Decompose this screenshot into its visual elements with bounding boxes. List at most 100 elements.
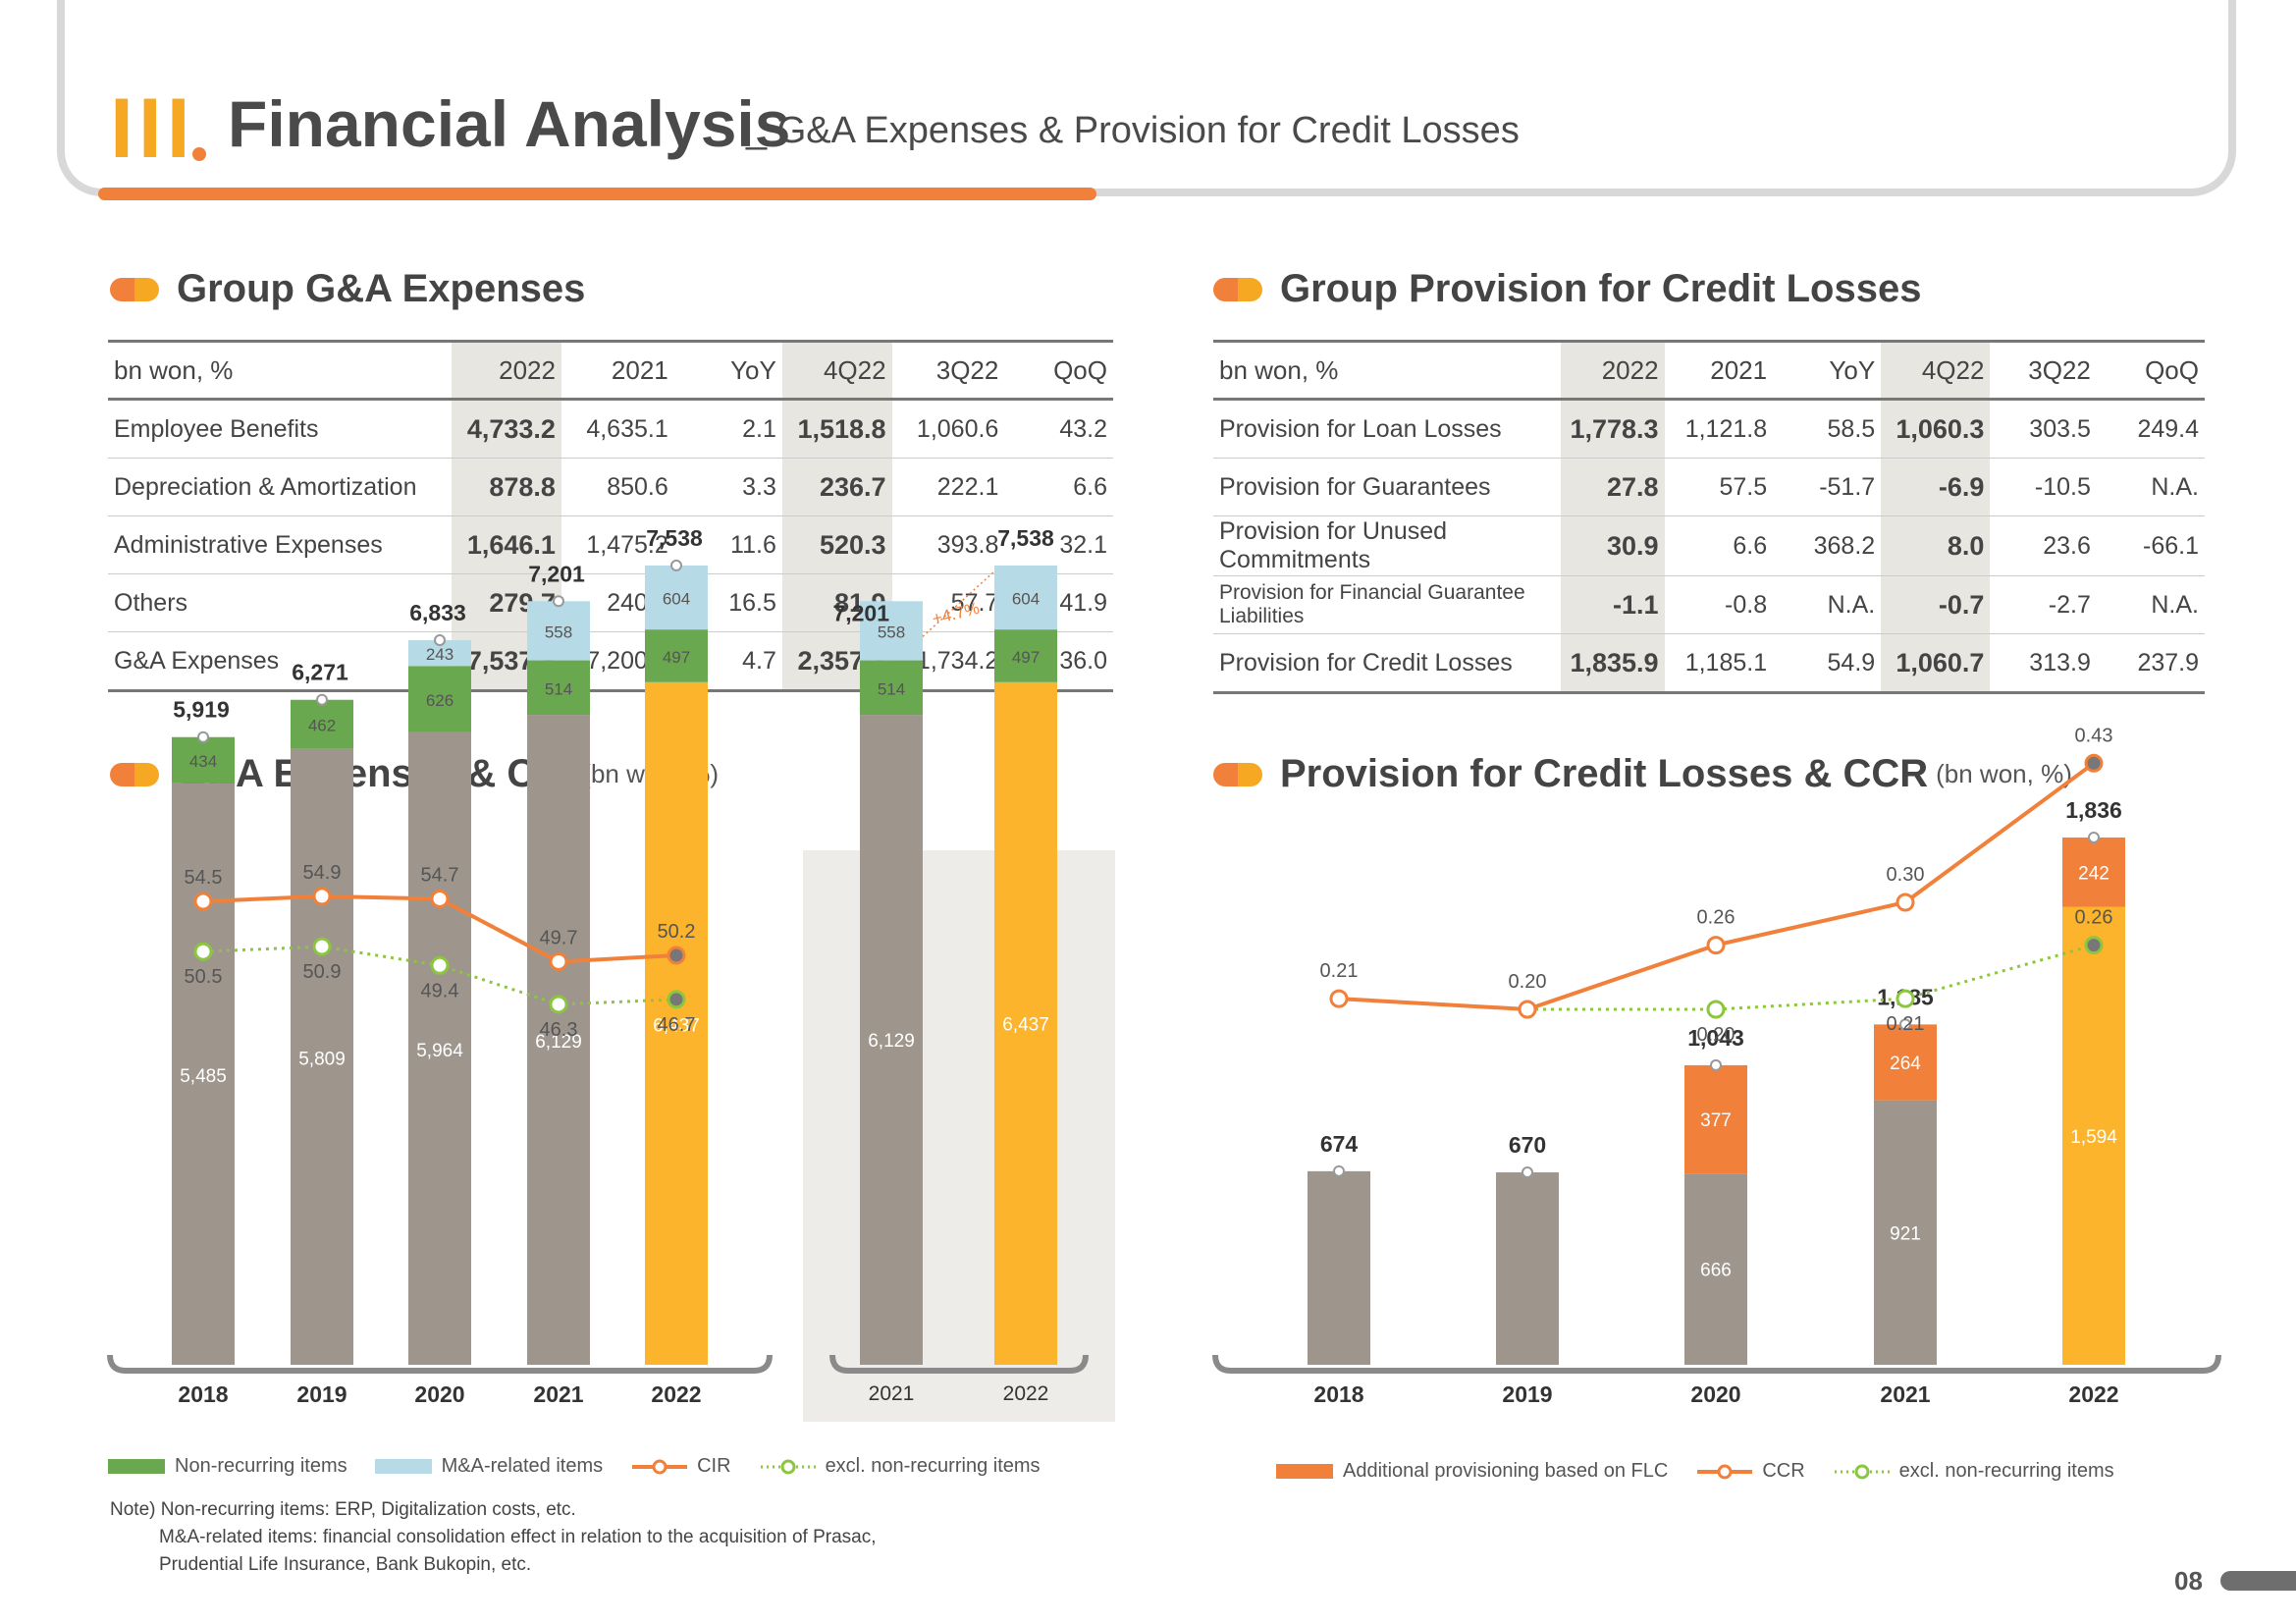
legend-excl: excl. non-recurring items [759,1455,1041,1478]
bar-segment [408,731,471,1365]
prov-chart-heading: Provision for Credit Losses & CCR (bn wo… [1213,752,2072,796]
column-header: QoQ [1004,340,1113,401]
bar-value-label: 604 [1012,590,1040,609]
table-cell: 249.4 [2096,399,2205,459]
table-cell: 54.9 [1773,633,1882,694]
legend-swatch [374,1459,432,1474]
table-cell: 58.5 [1773,399,1882,459]
bar-segment [408,666,471,732]
bar-value-label: 6,437 [1002,1014,1049,1035]
excl-point [430,955,450,975]
bullet-icon [110,762,159,786]
column-header: QoQ [2096,340,2205,401]
table-row: Provision for Unused Commitments 30.9 6.6 3… [1213,515,2205,576]
column-header: 3Q22 [891,340,1005,401]
column-header: YoY [673,340,782,401]
footnote-line: Prudential Life Insurance, Bank Bukopin,… [159,1554,532,1575]
table-cell: 393.8 [891,515,1005,574]
legend-label: Additional provisioning based on FLC [1343,1460,1669,1482]
table-cell: -0.8 [1664,575,1774,634]
axis-baseline [829,1354,1089,1374]
bar-value-label: 242 [2078,863,2109,884]
ccr-point [1896,893,1915,912]
bar-total-label: 1,836 [2065,797,2122,823]
bar-value-label: 558 [878,623,905,641]
legend-label: CIR [697,1455,731,1477]
table-cell: 222.1 [891,458,1005,516]
table-cell: -66.1 [2096,515,2205,576]
bullet-icon [1213,762,1262,786]
bar-segment [1684,1173,1747,1365]
bar-segment [645,681,708,1365]
x-tick-label: 2020 [414,1381,464,1407]
bar-segment [994,629,1057,682]
legend-swatch [1276,1464,1333,1479]
table-cell: 6.6 [1004,458,1113,516]
row-label: Employee Benefits [108,399,453,459]
cir-point [193,892,213,911]
table-row: Provision for Loan Losses 1,778.3 1,121.8 5… [1213,399,2205,459]
bar-segment [172,783,235,1365]
page-title: Financial Analysis [228,87,791,160]
table-cell: 11.6 [673,515,782,574]
header-frame [57,0,2236,196]
x-tick-label: 2019 [1502,1381,1552,1407]
excl-value-label: 50.5 [185,966,223,988]
excl-line [1527,944,2095,1011]
line-marker-icon [632,1459,688,1474]
bar-segment [1308,1170,1370,1365]
table-cell: 4,635.1 [561,399,674,459]
table-cell: 6.6 [1664,515,1774,576]
bar-total-label: 670 [1509,1132,1546,1158]
bar-segment [645,629,708,682]
bar-total-label: 7,538 [646,525,703,551]
table-cell: -2.7 [1990,575,2097,634]
growth-annotation: +4.7% [931,599,982,628]
column-header: 3Q22 [1990,340,2097,401]
table-cell: 303.5 [1990,399,2097,459]
bar-top-marker [670,559,682,571]
table-cell: 32.1 [1004,515,1113,574]
excl-point [1706,1000,1726,1019]
prov-chart-unit: (bn won, %) [1936,759,2072,788]
bar-total-label: 7,201 [832,600,889,625]
bar-segment [860,601,923,661]
bar-total-label: 7,538 [997,525,1054,551]
bar-top-marker [1522,1166,1533,1179]
table-cell: 313.9 [1990,633,2097,694]
ccr-value-label: 0.26 [1697,907,1735,929]
x-tick-label: 2021 [1880,1381,1930,1407]
excl-value-label: 50.9 [303,961,342,983]
table-cell: 1,060.7 [1881,633,1991,694]
table-cell: -51.7 [1773,458,1882,516]
footnote-line: M&A-related items: financial consolidati… [159,1527,877,1547]
bar-segment [860,660,923,716]
ga-legend: Non-recurring items M&A-related items CI… [108,1455,1068,1478]
table-cell: 3.3 [673,458,782,516]
bar-value-label: 462 [308,717,336,735]
column-header: 4Q22 [781,340,892,401]
cir-value-label: 54.5 [185,867,223,889]
table-cell: -10.5 [1990,458,2097,516]
table-cell: 1,778.3 [1560,399,1665,459]
bar-segment [1874,1024,1937,1101]
x-tick-label: 2022 [651,1381,701,1407]
section-number: III [110,81,195,176]
ccr-value-label: 0.20 [1509,971,1547,993]
legend-ma: M&A-related items [374,1455,603,1478]
table-cell: 4,733.2 [452,399,561,459]
excl-point [1896,989,1915,1008]
bar-segment [2062,837,2125,907]
row-label: Provision for Unused Commitments [1213,515,1561,576]
axis-baseline [107,1354,773,1374]
page-subtitle: _ G&A Expenses & Provision for Credit Lo… [746,110,1520,151]
excl-point [193,942,213,961]
bar-segment [1684,1064,1747,1174]
excl-value-label: 0.20 [1697,1024,1735,1046]
bar-segment [527,715,590,1365]
bar-value-label: 497 [663,648,690,667]
table-row: Provision for Financial Guarantee Liabil… [1213,575,2205,634]
bar-value-label: 6,129 [868,1031,915,1052]
table-row: Employee Benefits 4,733.2 4,635.1 2.1 1,518.… [108,399,1113,459]
table-cell: 1,646.1 [452,515,561,574]
